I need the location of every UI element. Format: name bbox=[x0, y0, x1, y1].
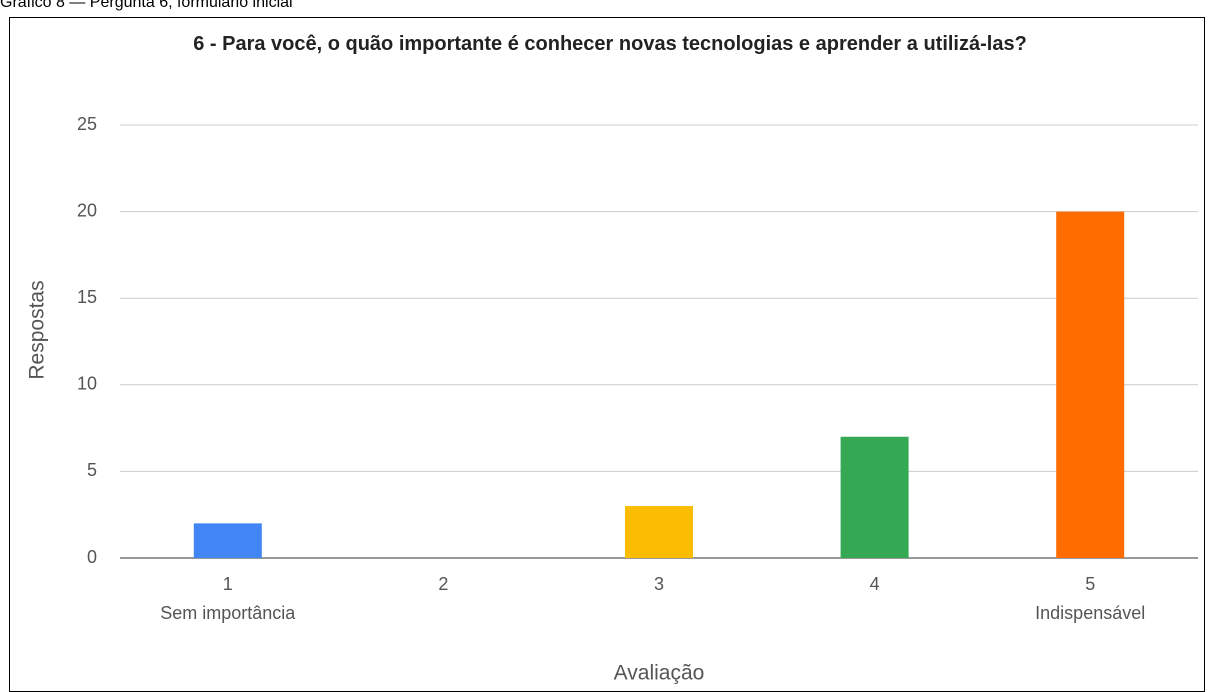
x-tick-label: 4 bbox=[870, 574, 880, 594]
y-tick-label: 15 bbox=[77, 287, 97, 307]
bar bbox=[840, 436, 909, 558]
y-tick-label: 0 bbox=[87, 547, 97, 567]
x-tick-sublabel: Sem importância bbox=[160, 603, 296, 623]
y-tick-label: 25 bbox=[77, 114, 97, 134]
x-tick-label: 2 bbox=[438, 574, 448, 594]
bar bbox=[625, 506, 693, 558]
x-tick-label: 3 bbox=[654, 574, 664, 594]
x-tick-label: 5 bbox=[1085, 574, 1095, 594]
x-axis-title: Avaliação bbox=[614, 662, 705, 685]
bar bbox=[193, 523, 262, 558]
caption: Gráfico 8 — Pergunta 6, formulário inici… bbox=[0, 0, 293, 11]
y-tick-label: 20 bbox=[77, 200, 97, 220]
x-tick-sublabel: Indispensável bbox=[1035, 603, 1145, 623]
y-tick-label: 5 bbox=[87, 460, 97, 480]
chart-title: 6 - Para você, o quão importante é conhe… bbox=[193, 33, 1027, 55]
y-axis-title: Respostas bbox=[26, 280, 49, 379]
y-tick-label: 10 bbox=[77, 374, 97, 394]
bar bbox=[1056, 211, 1125, 558]
x-tick-label: 1 bbox=[223, 574, 233, 594]
